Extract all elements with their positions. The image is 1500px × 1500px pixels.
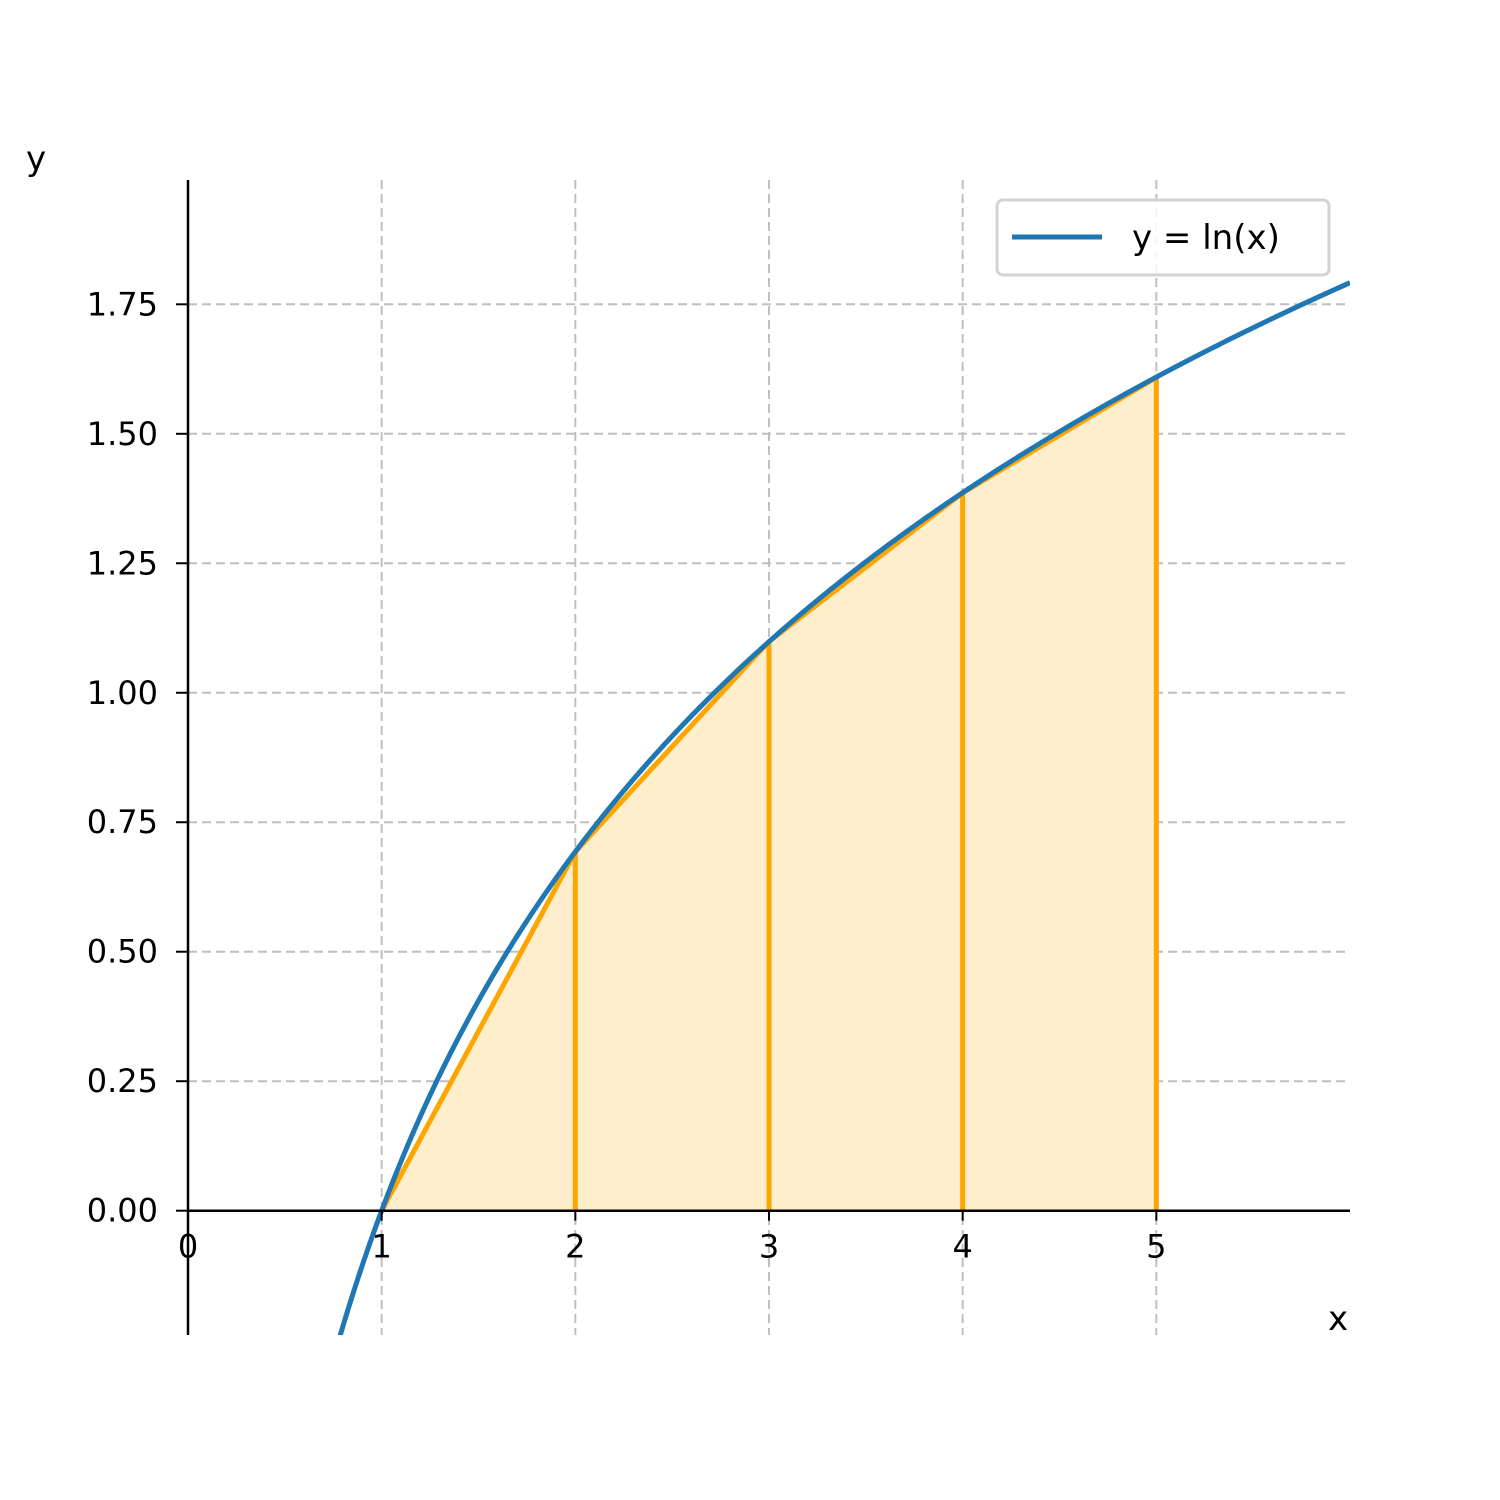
trapezoid-top-edge (572, 638, 772, 855)
trapezoid-top-edge (379, 849, 578, 1214)
x-axis-label: x (1328, 1299, 1348, 1339)
y-tick-label: 1.75 (87, 285, 158, 323)
y-tick-label: 0.50 (87, 933, 158, 971)
y-tick-label: 0.00 (87, 1192, 158, 1230)
legend-label: y = ln(x) (1132, 218, 1280, 258)
ticks: 0 1 2 3 4 5 0.00 0.25 0.50 0.75 1.00 1.25 1.50 1.75 (87, 285, 1167, 1265)
legend-box (995, 198, 1331, 277)
legend: y = ln(x) (995, 198, 1331, 277)
ln-curve (337, 280, 1350, 1335)
y-tick-label: 1.50 (87, 415, 158, 453)
x-tick-label: 2 (565, 1228, 585, 1266)
x-tick-label: 0 (178, 1228, 198, 1266)
x-tick-label: 5 (1146, 1228, 1166, 1266)
x-tick-label: 1 (371, 1228, 391, 1266)
trapezoid-approximation (379, 374, 1159, 1214)
y-axis-label: y (26, 139, 46, 179)
y-tick-label: 0.25 (87, 1062, 158, 1100)
curve-layer (337, 280, 1350, 1335)
y-tick-label: 1.25 (87, 544, 158, 582)
x-tick-label: 3 (759, 1228, 779, 1266)
x-tick-label: 4 (952, 1228, 972, 1266)
y-tick-label: 0.75 (87, 803, 158, 841)
y-tick-label: 1.00 (87, 674, 158, 712)
